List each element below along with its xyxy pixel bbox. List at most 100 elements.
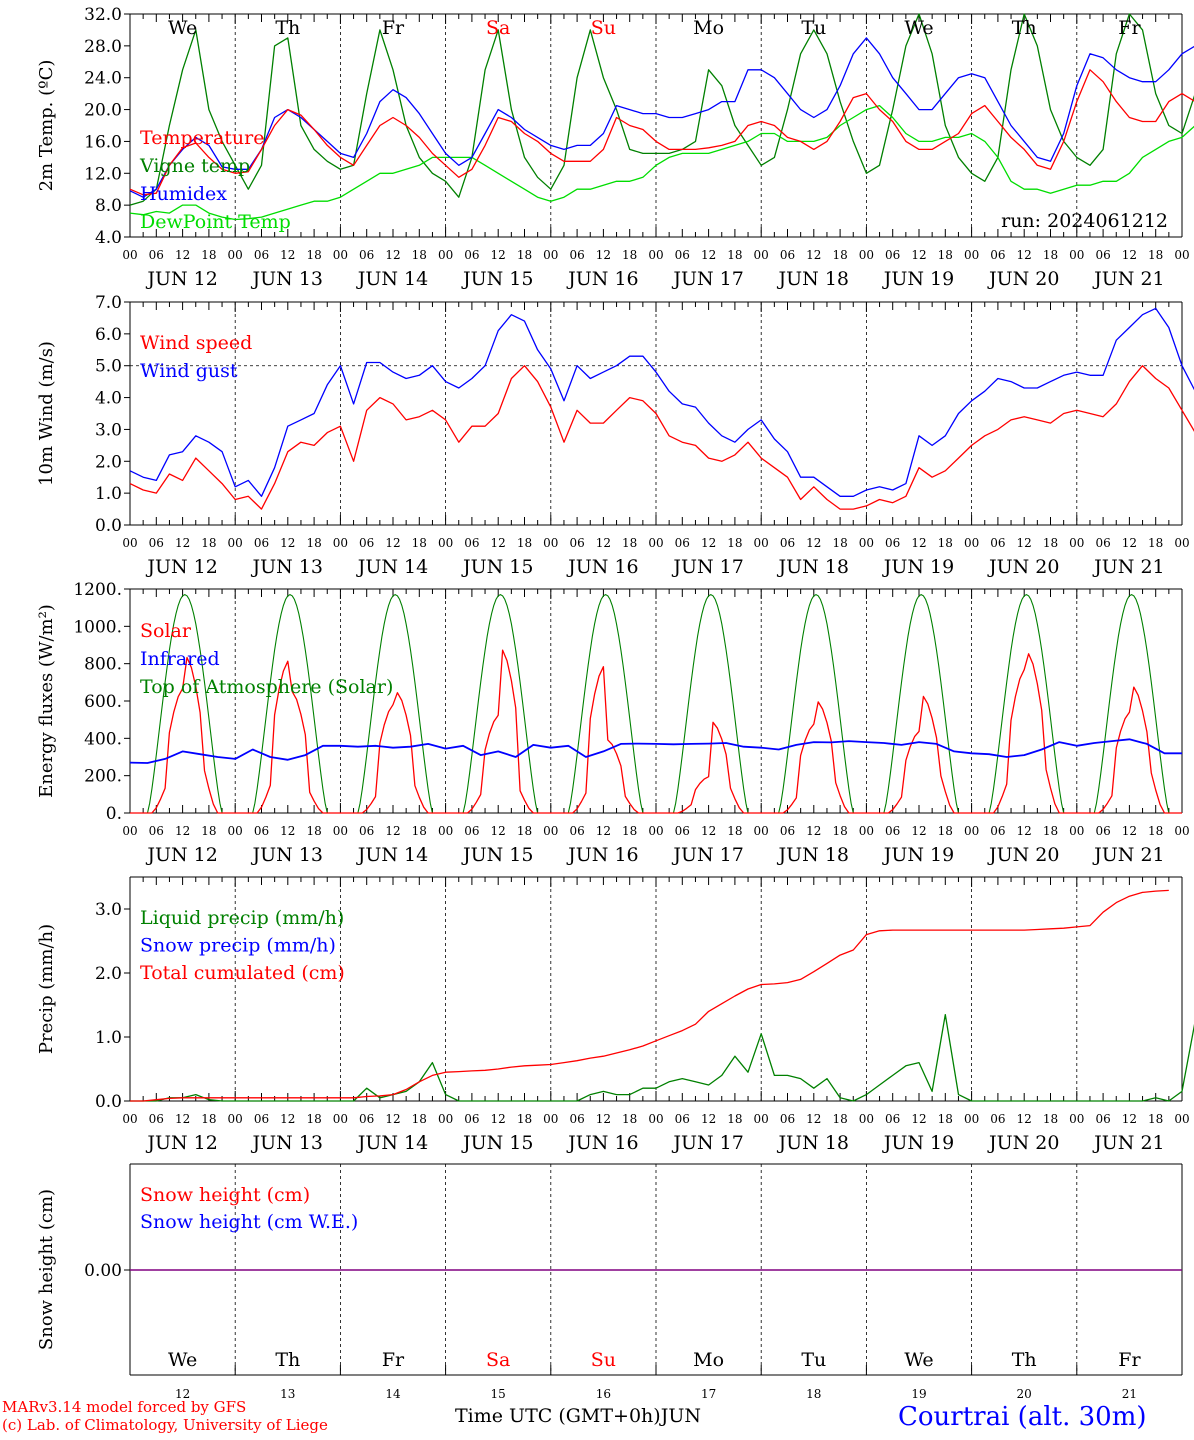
temp-y-tick-label: 28.0	[84, 37, 122, 57]
wind-hour-tick-label: 06	[569, 536, 584, 550]
wind-hour-tick-label: 00	[122, 536, 137, 550]
flux-legend-entry: Infrared	[140, 648, 220, 670]
wind-hour-tick-label: 06	[885, 536, 900, 550]
wind-hour-tick-label: 12	[1017, 536, 1032, 550]
flux-hour-tick-label: 18	[832, 824, 847, 838]
temp-y-tick-label: 16.0	[84, 132, 122, 152]
wind-hour-tick-label: 00	[543, 536, 558, 550]
precip-date-label: JUN 12	[145, 1132, 217, 1154]
wind-hour-tick-label: 18	[517, 536, 532, 550]
wind-hour-tick-label: 18	[306, 536, 321, 550]
precip-hour-tick-label: 06	[569, 1112, 584, 1126]
footer-model-line: MARv3.14 model forced by GFS	[2, 1398, 247, 1416]
flux-hour-tick-label: 12	[911, 824, 926, 838]
temp-hour-tick-label: 06	[780, 248, 795, 262]
precip-hour-tick-label: 12	[596, 1112, 611, 1126]
temp-hour-tick-label: 00	[122, 248, 137, 262]
precip-hour-tick-label: 12	[491, 1112, 506, 1126]
wind-hour-tick-label: 06	[675, 536, 690, 550]
flux-hour-tick-label: 18	[412, 824, 427, 838]
precip-hour-tick-label: 06	[149, 1112, 164, 1126]
wind-hour-tick-label: 06	[254, 536, 269, 550]
flux-hour-tick-label: 06	[780, 824, 795, 838]
wind-hour-tick-label: 18	[938, 536, 953, 550]
temp-legend-entry: Temperature	[140, 127, 264, 149]
temp-date-label: JUN 21	[1092, 268, 1164, 290]
day-number-label: 14	[385, 1387, 401, 1401]
flux-y-tick-label: 1000.	[73, 617, 122, 637]
wind-hour-tick-label: 00	[228, 536, 243, 550]
flux-y-tick-label: 400.	[84, 729, 122, 749]
day-number-label: 12	[175, 1387, 190, 1401]
wind-hour-tick-label: 12	[1122, 536, 1137, 550]
wind-hour-tick-label: 06	[359, 536, 374, 550]
wind-hour-tick-label: 12	[701, 536, 716, 550]
temp-hour-tick-label: 00	[648, 248, 663, 262]
flux-legend-entry: Top of Atmosphere (Solar)	[140, 676, 393, 698]
temp-hour-tick-label: 00	[1174, 248, 1189, 262]
flux-hour-tick-label: 12	[1122, 824, 1137, 838]
flux-hour-tick-label: 18	[1043, 824, 1058, 838]
temp-hour-tick-label: 18	[412, 248, 427, 262]
wind-hour-tick-label: 12	[806, 536, 821, 550]
flux-hour-tick-label: 18	[517, 824, 532, 838]
flux-hour-tick-label: 06	[1095, 824, 1110, 838]
temp-hour-tick-label: 00	[438, 248, 453, 262]
temp-hour-tick-label: 06	[1095, 248, 1110, 262]
flux-date-label: JUN 13	[251, 844, 323, 866]
flux-legend-entry: Solar	[140, 620, 192, 642]
series-total-cumulated-line	[130, 889, 1169, 1102]
series-vigne-temp-line	[129, 13, 1194, 206]
temp-weekday-label: Sa	[486, 17, 510, 39]
flux-hour-tick-label: 00	[333, 824, 348, 838]
precip-y-tick-label: 2.0	[95, 964, 122, 984]
wind-hour-tick-label: 12	[596, 536, 611, 550]
flux-y-tick-label: 0.	[106, 804, 122, 824]
flux-date-label: JUN 17	[671, 844, 743, 866]
precip-hour-tick-label: 06	[675, 1112, 690, 1126]
wind-hour-tick-label: 06	[149, 536, 164, 550]
footer-station: Courtrai (alt. 30m)	[898, 1402, 1147, 1432]
wind-hour-tick-label: 18	[832, 536, 847, 550]
flux-y-tick-label: 800.	[84, 655, 122, 675]
temp-date-label: JUN 18	[777, 268, 849, 290]
temp-hour-tick-label: 12	[701, 248, 716, 262]
temp-hour-tick-label: 00	[859, 248, 874, 262]
precip-hour-tick-label: 12	[385, 1112, 400, 1126]
flux-date-label: JUN 15	[461, 844, 533, 866]
temp-weekday-label: Tu	[801, 17, 826, 39]
temp-weekday-label: Su	[591, 17, 616, 39]
flux-date-label: JUN 12	[145, 844, 217, 866]
run-annotation: run: 2024061212	[1001, 210, 1168, 232]
snow-weekday-label: Mo	[693, 1349, 724, 1371]
footer-model-credit: MARv3.14 model forced by GFS (c) Lab. of…	[2, 1398, 328, 1434]
precip-hour-tick-label: 18	[1148, 1112, 1163, 1126]
precip-y-axis-label: Precip (mm/h)	[36, 924, 57, 1054]
flux-y-tick-label: 600.	[84, 692, 122, 712]
flux-hour-tick-label: 00	[543, 824, 558, 838]
panel-flux: 0. 200. 400. 600. 800. 1000. 1200. Energy fluxe…	[36, 580, 1190, 866]
flux-date-label: JUN 19	[882, 844, 954, 866]
flux-hour-tick-label: 12	[806, 824, 821, 838]
precip-y-tick-label: 3.0	[95, 900, 122, 920]
temp-hour-tick-label: 06	[675, 248, 690, 262]
temp-weekday-label: We	[904, 17, 933, 39]
panel-temp: 4.0 8.0 12.0 16.0 20.0 24.0 28.0 32.0 2m Temp. (…	[36, 5, 1194, 290]
precip-hour-tick-label: 00	[1069, 1112, 1084, 1126]
day-number-label: 18	[806, 1387, 821, 1401]
precip-date-label: JUN 18	[777, 1132, 849, 1154]
wind-hour-tick-label: 18	[201, 536, 216, 550]
temp-hour-tick-label: 12	[385, 248, 400, 262]
snow-legend-entry: Snow height (cm)	[140, 1184, 310, 1206]
wind-hour-tick-label: 00	[333, 536, 348, 550]
temp-date-label: JUN 17	[671, 268, 743, 290]
footer-time-axis-label: Time UTC (GMT+0h)JUN	[455, 1405, 701, 1427]
temp-weekday-label: Th	[275, 17, 300, 39]
snow-weekday-label: Sa	[486, 1349, 510, 1371]
flux-hour-tick-label: 18	[727, 824, 742, 838]
precip-date-label: JUN 16	[566, 1132, 638, 1154]
temp-hour-tick-label: 18	[938, 248, 953, 262]
precip-hour-tick-label: 12	[1122, 1112, 1137, 1126]
snow-weekday-label: Fr	[382, 1349, 405, 1371]
temp-date-label: JUN 19	[882, 268, 954, 290]
